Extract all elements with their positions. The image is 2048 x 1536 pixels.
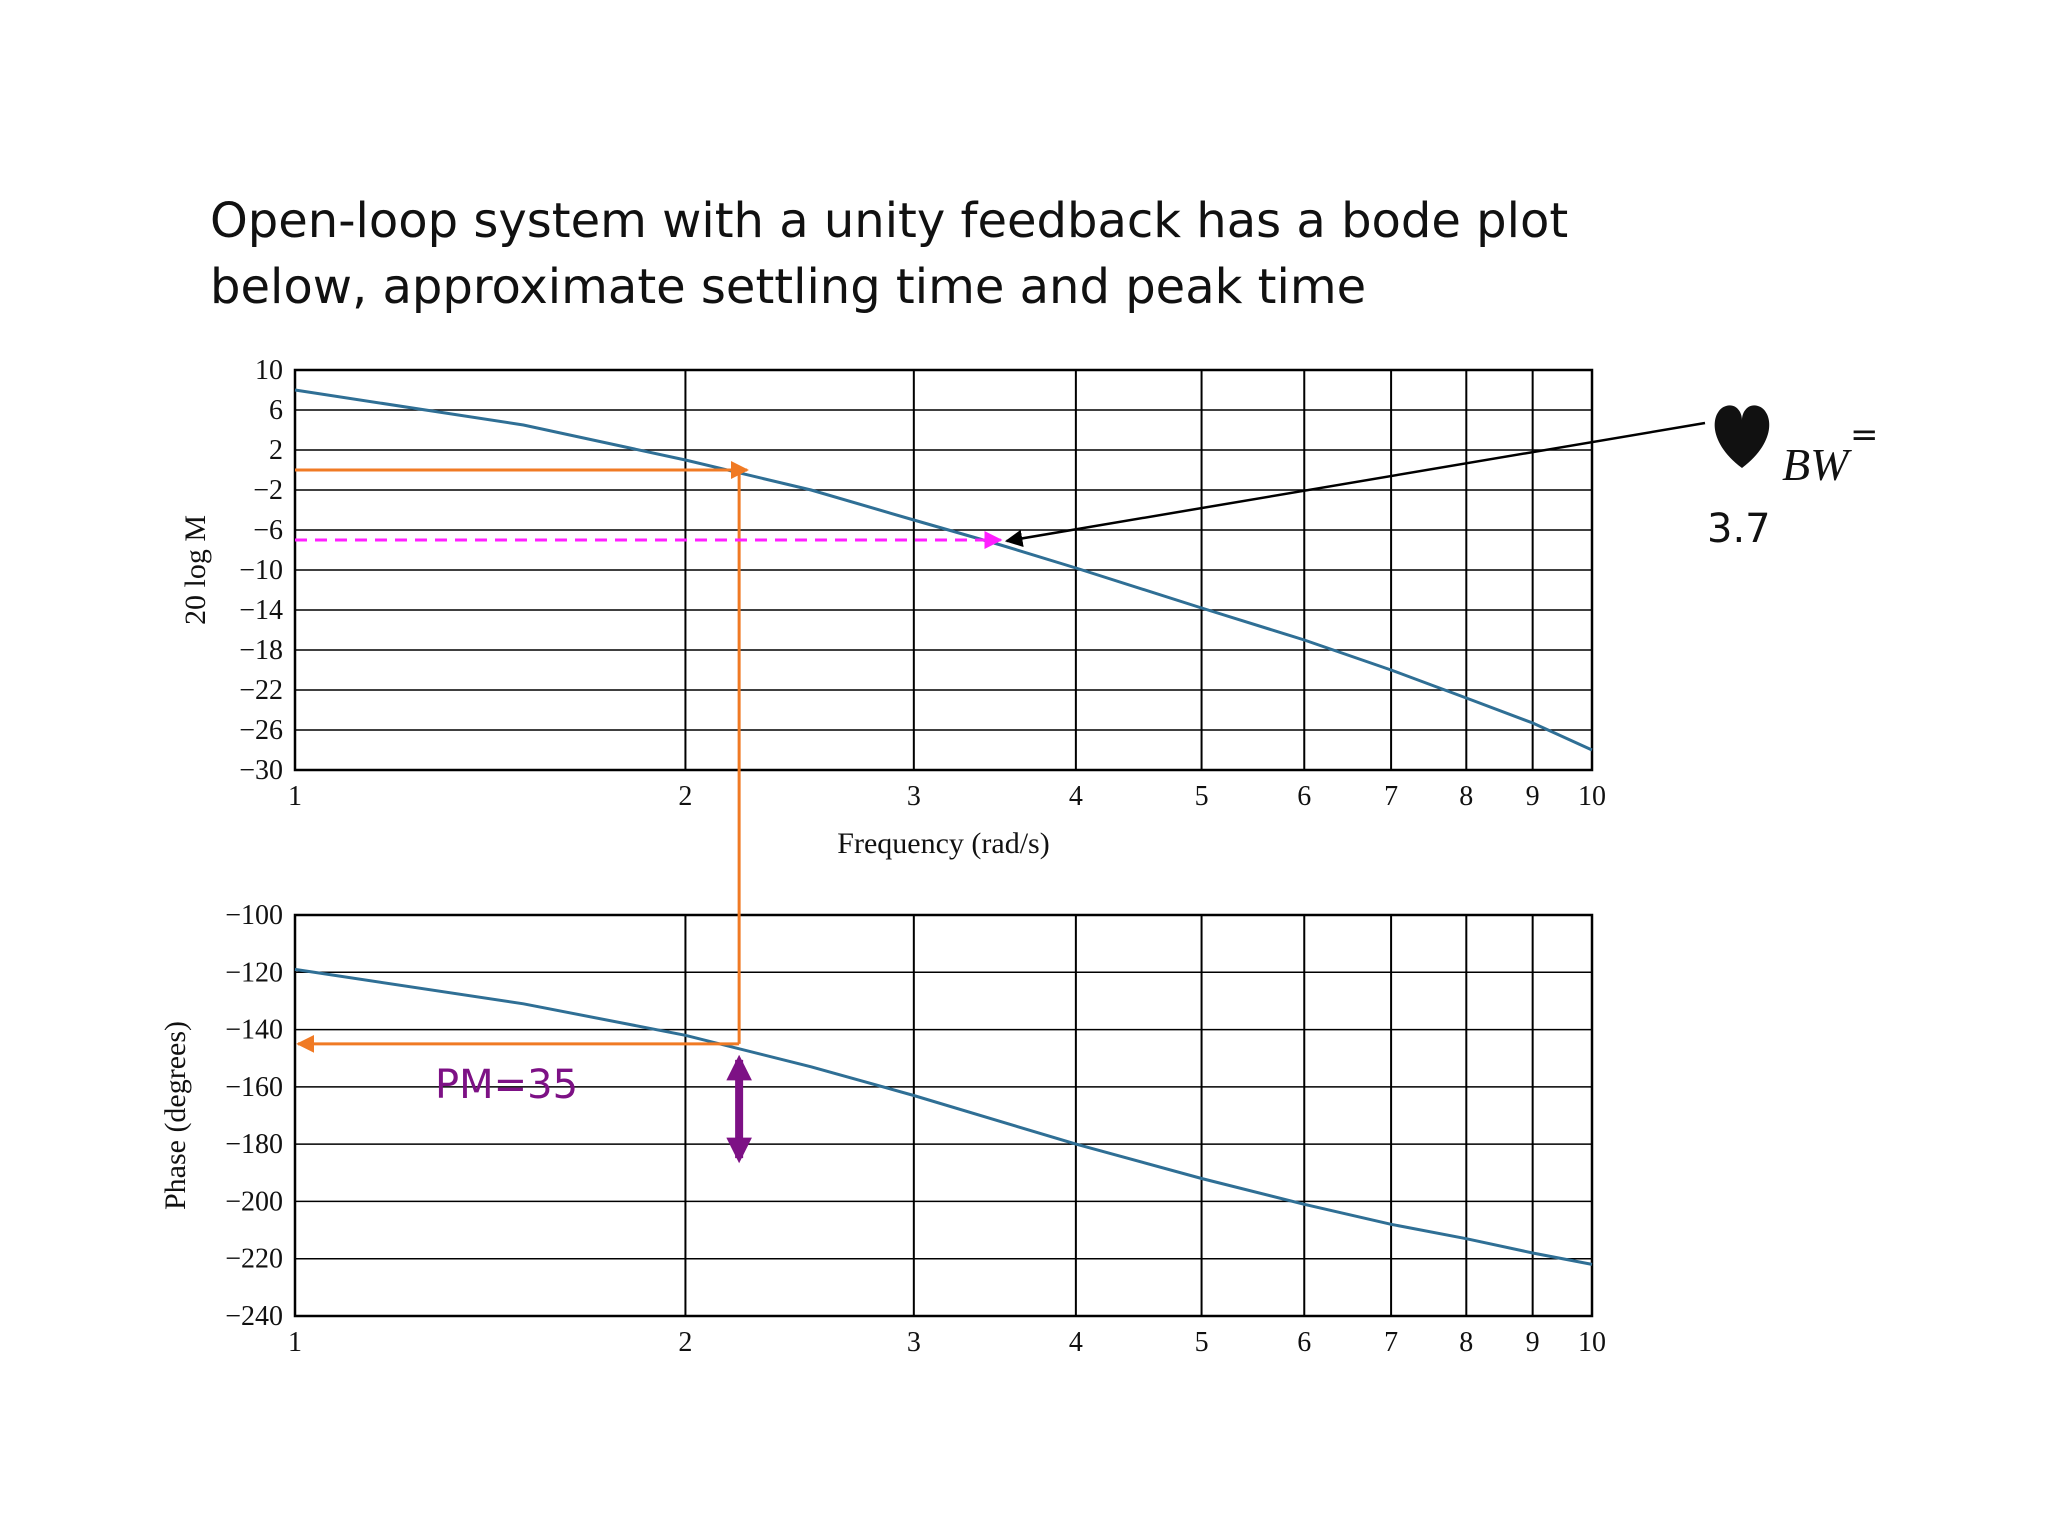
x-tick-label: 7 (1384, 781, 1398, 812)
bandwidth-value: 3.7 (1707, 506, 1771, 552)
magnitude-y-axis-label: 20 log M (179, 515, 212, 625)
x-tick-label: 9 (1526, 781, 1540, 812)
phase-y-tick-labels: −100 −120 −140 −160 −180 −200 −220 −240 (225, 900, 283, 1332)
magnitude-grid (293, 368, 1594, 772)
y-tick-label: −14 (239, 595, 283, 626)
phase-plot: −100 −120 −140 −160 −180 −200 −220 −240 1 2 3 4 5 6 7… (159, 900, 1606, 1358)
x-tick-label: 9 (1526, 1327, 1540, 1358)
y-tick-label: −6 (253, 515, 283, 546)
y-tick-label: −120 (225, 957, 283, 988)
magnitude-plot: 10 6 2 −2 −6 −10 −14 −18 −22 −26 −30 1 2 3 4 5 6 7 8 9 10 F… (179, 355, 1606, 860)
y-tick-label: −140 (225, 1015, 283, 1046)
x-tick-label: 2 (678, 781, 692, 812)
x-tick-label: 5 (1195, 781, 1209, 812)
magnitude-curve (294, 388, 1593, 752)
y-tick-label: −180 (225, 1129, 283, 1160)
phase-margin-label: PM=35 (435, 1062, 578, 1108)
y-tick-label: −26 (239, 715, 283, 746)
x-tick-label: 10 (1578, 1327, 1606, 1358)
bandwidth-annotation: BW = 3.7 (1707, 405, 1879, 552)
y-tick-label: 10 (255, 355, 283, 386)
y-tick-label: −220 (225, 1244, 283, 1275)
magnitude-x-tick-labels: 1 2 3 4 5 6 7 8 9 10 (288, 781, 1606, 812)
x-tick-label: 1 (288, 1327, 302, 1358)
phase-curve (294, 967, 1593, 1266)
y-tick-label: 6 (269, 395, 283, 426)
x-tick-label: 6 (1297, 781, 1311, 812)
plot-frame (293, 368, 1594, 772)
x-tick-label: 4 (1069, 1327, 1083, 1358)
x-tick-label: 8 (1459, 781, 1473, 812)
title-line-1: Open-loop system with a unity feedback h… (210, 193, 1569, 249)
bandwidth-pointer-arrow (1004, 421, 1706, 548)
x-tick-label: 1 (288, 781, 302, 812)
bandwidth-symbol: BW (1782, 439, 1852, 490)
annotations: PM=35 (295, 421, 1706, 1164)
x-tick-label: 10 (1578, 781, 1606, 812)
y-tick-label: −2 (253, 475, 283, 506)
magnitude-y-tick-labels: 10 6 2 −2 −6 −10 −14 −18 −22 −26 −30 (239, 355, 283, 786)
title-line-2: below, approximate settling time and pea… (210, 259, 1367, 315)
y-tick-label: −240 (225, 1301, 283, 1332)
slide-title: Open-loop system with a unity feedback h… (210, 188, 1610, 320)
y-tick-label: −22 (239, 675, 283, 706)
y-tick-label: −100 (225, 900, 283, 931)
x-tick-label: 6 (1297, 1327, 1311, 1358)
phase-x-tick-labels: 1 2 3 4 5 6 7 8 9 10 (288, 1327, 1606, 1358)
phase-y-axis-label: Phase (degrees) (159, 1021, 192, 1210)
plot-frame (293, 913, 1594, 1318)
heart-icon (1714, 405, 1770, 468)
x-tick-label: 4 (1069, 781, 1083, 812)
x-tick-label: 2 (678, 1327, 692, 1358)
x-tick-label: 8 (1459, 1327, 1473, 1358)
x-tick-label: 5 (1195, 1327, 1209, 1358)
x-tick-label: 7 (1384, 1327, 1398, 1358)
phase-grid (293, 913, 1594, 1318)
x-tick-label: 3 (907, 1327, 921, 1358)
y-tick-label: −18 (239, 635, 283, 666)
y-tick-label: 2 (269, 435, 283, 466)
y-tick-label: −10 (239, 555, 283, 586)
y-tick-label: −160 (225, 1072, 283, 1103)
x-tick-label: 3 (907, 781, 921, 812)
y-tick-label: −200 (225, 1186, 283, 1217)
y-tick-label: −30 (239, 755, 283, 786)
magnitude-x-axis-label: Frequency (rad/s) (837, 827, 1049, 860)
bandwidth-equals: = (1850, 415, 1879, 455)
